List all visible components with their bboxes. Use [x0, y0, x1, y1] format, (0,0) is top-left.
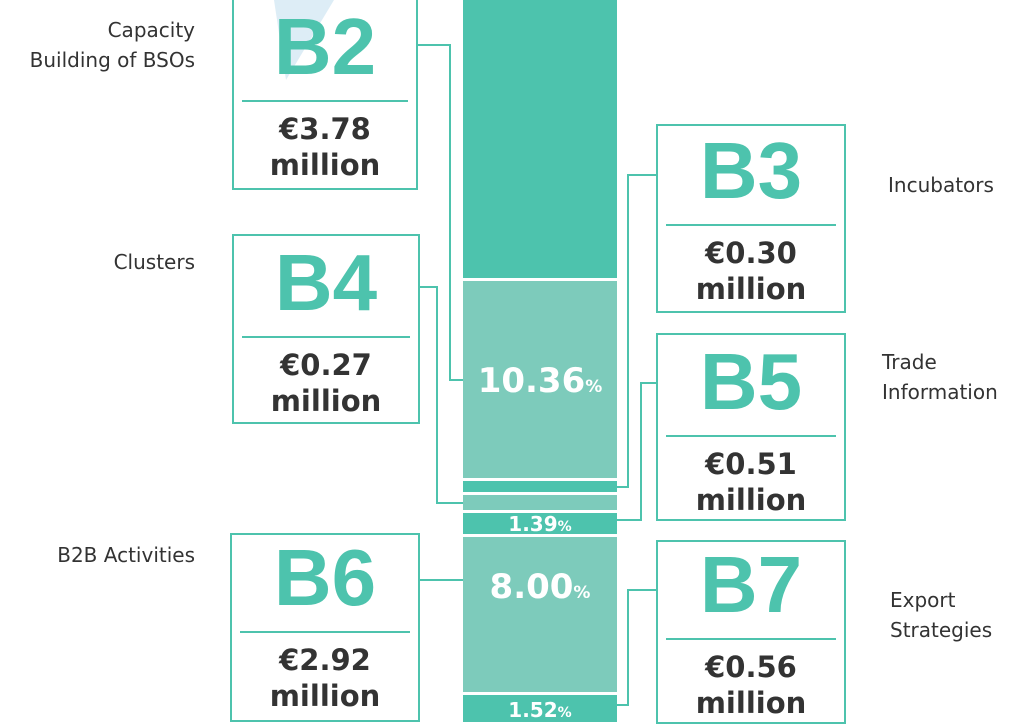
box-label: Incubators	[888, 170, 994, 200]
percent-unit: %	[585, 377, 603, 397]
budget-box: B5 €0.51 million	[656, 333, 846, 521]
label-line: Strategies	[890, 618, 993, 642]
bar-segment	[463, 0, 617, 278]
budget-box: B2 €3.78 million	[232, 0, 418, 190]
bar-segment: 8.00%	[463, 537, 617, 692]
connector	[617, 174, 656, 488]
divider	[666, 435, 836, 437]
amount-unit: million	[695, 483, 807, 517]
label-line: Incubators	[888, 173, 994, 197]
amount-unit: million	[269, 148, 381, 182]
amount-unit: million	[270, 384, 382, 418]
box-code: B6	[273, 533, 377, 622]
box-label: Clusters	[114, 247, 195, 277]
connector	[418, 44, 463, 381]
bar-segment	[463, 495, 617, 510]
amount: €0.27	[280, 348, 372, 382]
percent-value: 10.36	[477, 361, 586, 401]
box-label: Trade Information	[882, 347, 998, 407]
amount: €2.92	[279, 643, 371, 677]
percent-value: 8.00	[489, 567, 574, 607]
percent-unit: %	[557, 519, 572, 535]
budget-box: B7 €0.56 million	[656, 540, 846, 724]
label-line: Building of BSOs	[29, 48, 195, 72]
amount: €0.56	[705, 650, 797, 684]
box-label: Capacity Building of BSOs	[30, 15, 195, 75]
label-line: Capacity	[107, 18, 195, 42]
label-line: Clusters	[113, 250, 195, 274]
amount: €0.30	[705, 236, 797, 270]
box-code: B5	[699, 337, 803, 426]
label-line: Information	[882, 380, 998, 404]
bar-segment	[463, 481, 617, 492]
divider	[666, 638, 836, 640]
divider	[666, 224, 836, 226]
connector	[617, 589, 656, 706]
amount-unit: million	[695, 272, 807, 306]
connector	[617, 382, 656, 521]
divider	[242, 100, 408, 102]
box-label: B2B Activities	[57, 540, 195, 570]
amount-unit: million	[695, 686, 807, 720]
percent-label: 1.39%	[463, 513, 617, 538]
budget-box: B4 €0.27 million	[232, 234, 420, 424]
label-line: Trade	[882, 350, 937, 374]
divider	[240, 631, 410, 633]
box-code: B7	[699, 540, 803, 629]
percent-unit: %	[573, 583, 591, 603]
percent-label: 1.52%	[463, 698, 617, 725]
box-code: B2	[273, 2, 377, 91]
budget-box: B6 €2.92 million	[230, 533, 420, 722]
percent-unit: %	[557, 705, 572, 721]
percent-label: 8.00%	[463, 567, 617, 613]
label-line: Export	[890, 588, 956, 612]
box-code: B4	[274, 238, 378, 327]
bar-segment: 1.39%	[463, 513, 617, 535]
box-code: B3	[699, 126, 803, 215]
bar-segment: 10.36%	[463, 281, 617, 478]
connector	[420, 286, 463, 504]
percent-value: 1.52	[508, 698, 558, 722]
amount: €0.51	[705, 447, 797, 481]
percent-label: 10.36%	[463, 361, 617, 407]
budget-box: B3 €0.30 million	[656, 124, 846, 313]
divider	[242, 336, 410, 338]
percent-value: 1.39	[508, 512, 558, 536]
label-line: B2B Activities	[57, 543, 195, 567]
box-label: Export Strategies	[890, 585, 992, 645]
amount: €3.78	[279, 112, 371, 146]
amount-unit: million	[269, 679, 381, 713]
bar-segment: 1.52%	[463, 695, 617, 722]
